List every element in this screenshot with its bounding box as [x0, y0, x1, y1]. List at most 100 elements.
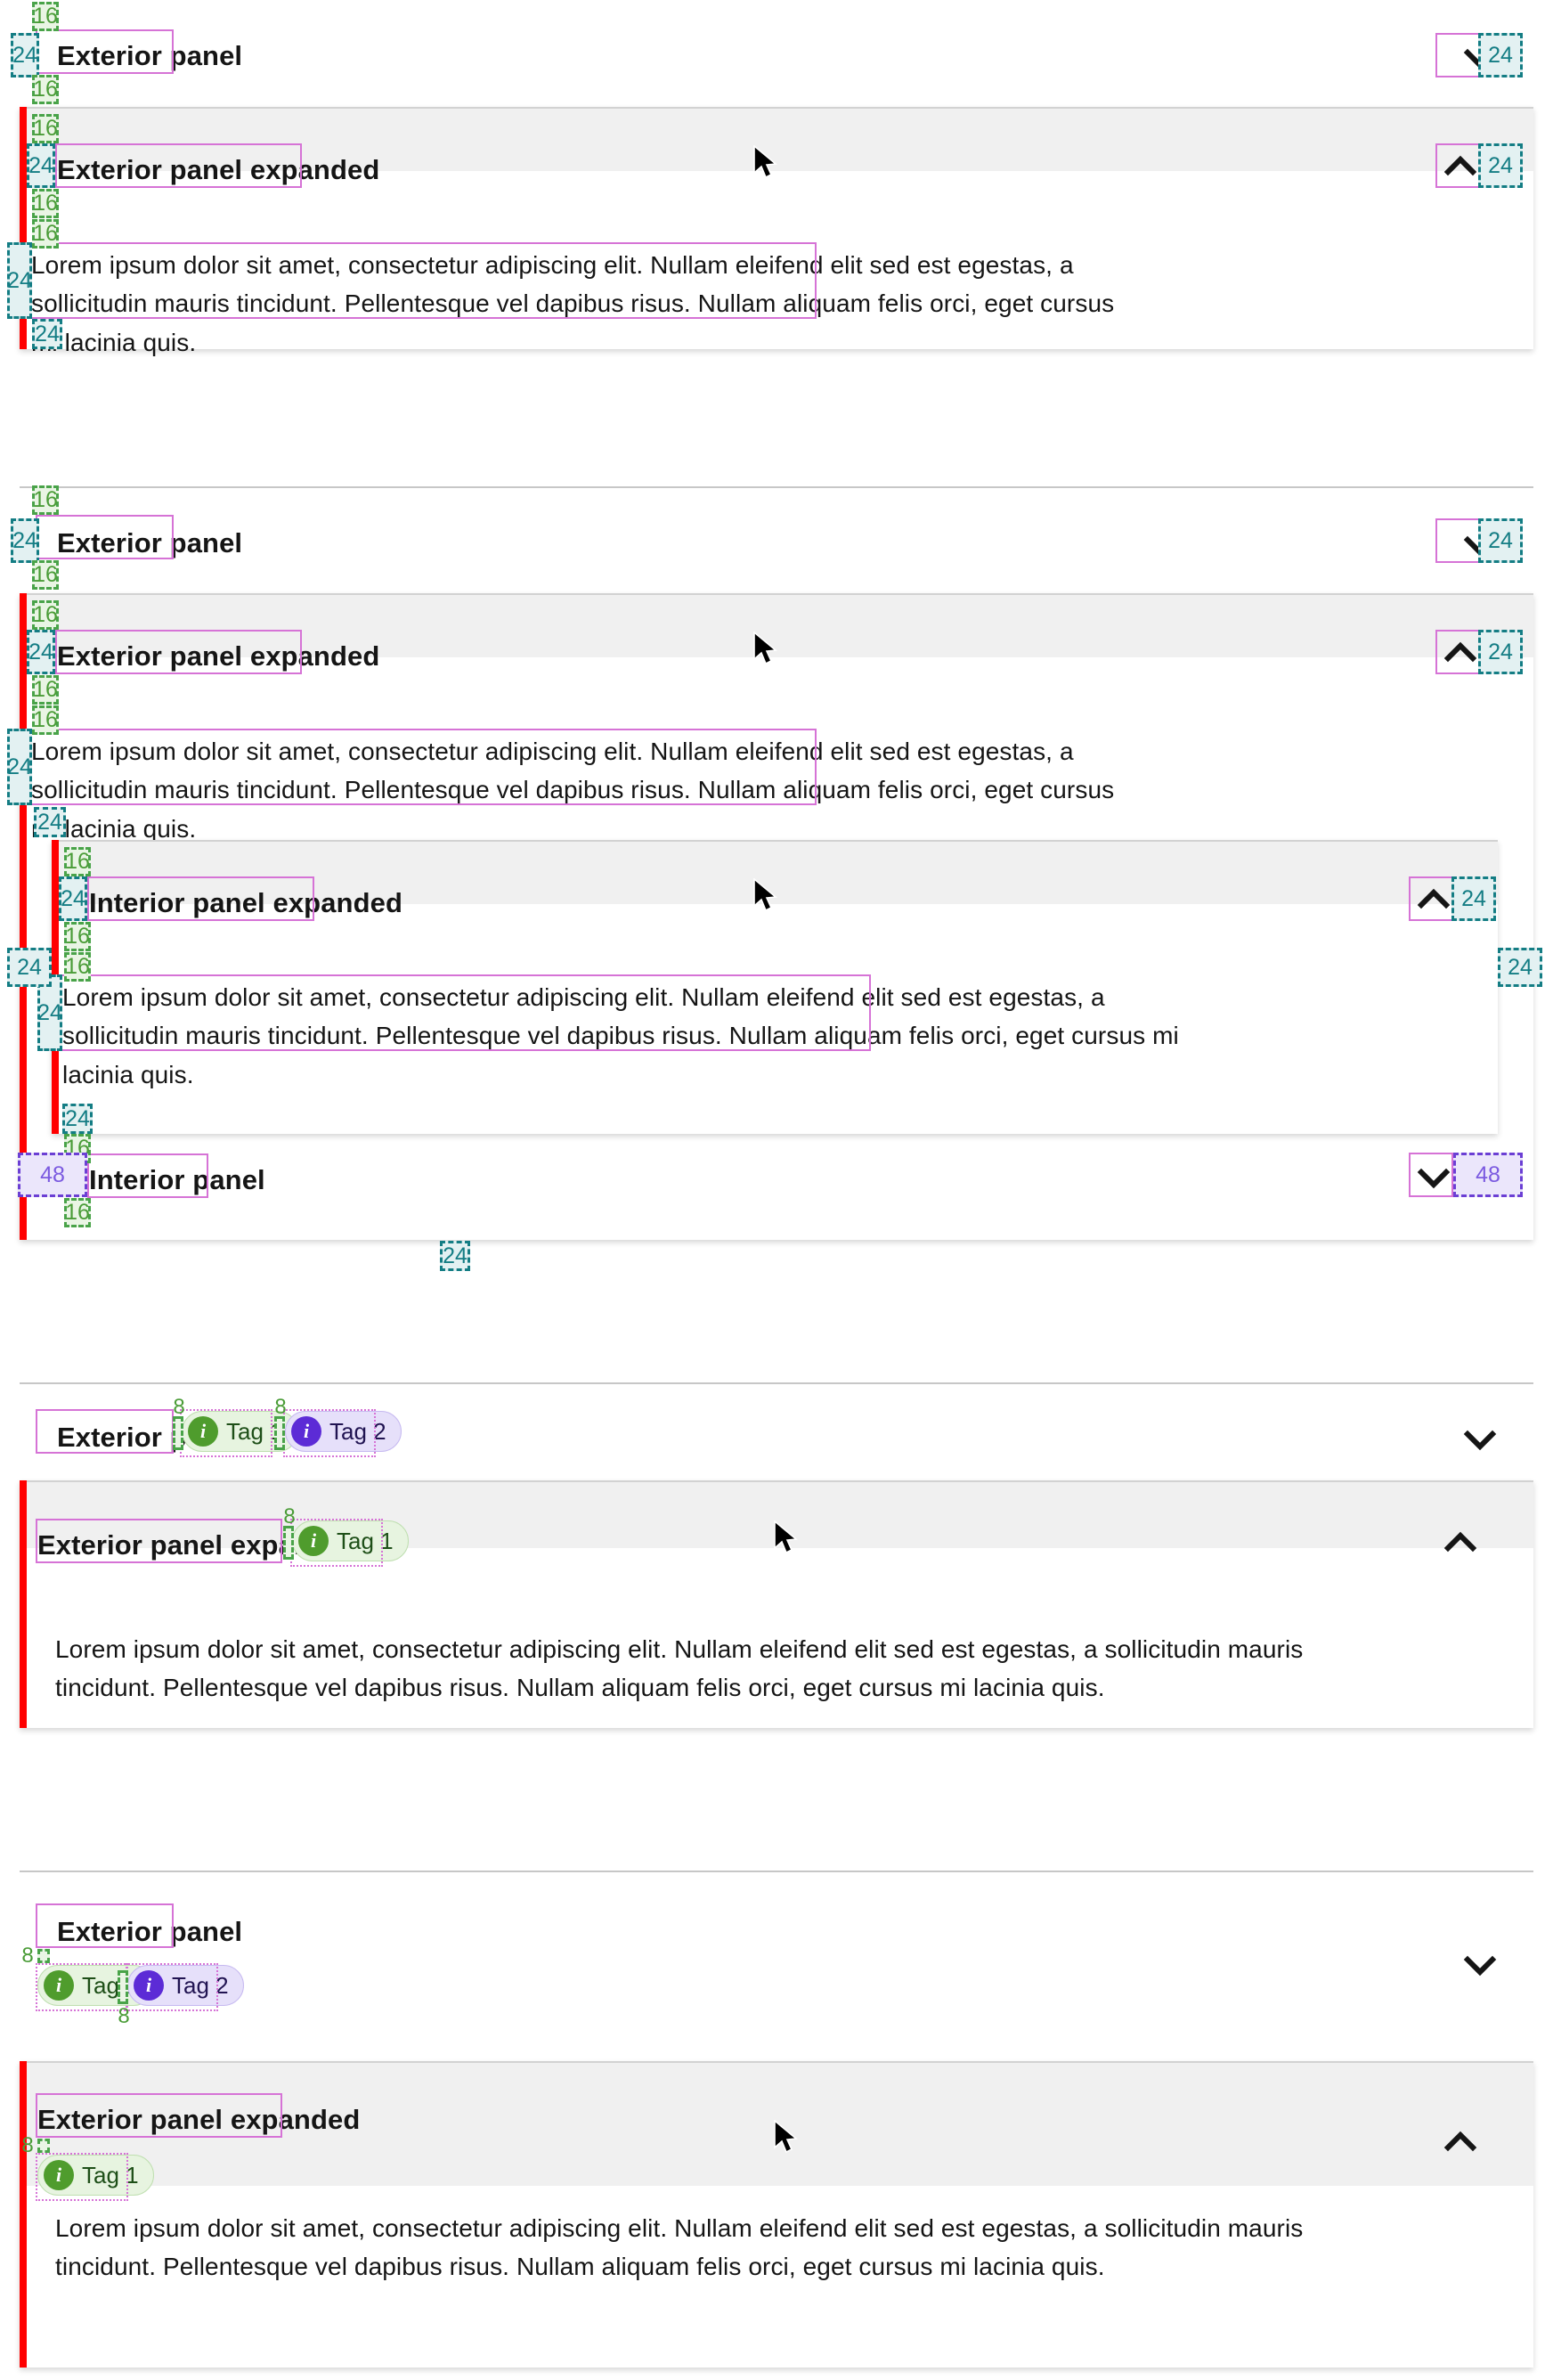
- spacing-bottom-16: 16: [32, 560, 59, 590]
- interior-panel-body: [52, 904, 1498, 1134]
- section-divider: [20, 486, 1533, 489]
- interior-panel-expanded: [52, 840, 1498, 1134]
- spacing-left-24: 24: [11, 33, 39, 77]
- spacing-tag-gap-8: [274, 1416, 285, 1450]
- spacing-value: 24: [12, 42, 37, 68]
- chevron-down-icon[interactable]: [1459, 1944, 1501, 1986]
- spacing-value: 16: [33, 602, 58, 627]
- spacing-interior-right-24: 24: [1451, 876, 1496, 921]
- panel-expanded: [20, 1480, 1533, 1728]
- spacing-value: 16: [33, 221, 58, 246]
- chevron-up-icon[interactable]: [1412, 877, 1455, 920]
- spacing-interior-body-bottom-24: 24: [62, 1104, 93, 1134]
- spacing-value: 24: [61, 885, 85, 911]
- spacing-value: 24: [35, 321, 60, 346]
- spacing-value: 24: [37, 809, 62, 835]
- panel-accent-bar: [20, 2061, 27, 2368]
- spacing-value: 24: [7, 267, 32, 293]
- chevron-down-icon[interactable]: [1459, 1418, 1501, 1461]
- spacing-value: 48: [1476, 1161, 1500, 1187]
- panel-expanded-title: Exterior panel expanded: [57, 154, 380, 185]
- spacing-left-24: 24: [27, 143, 55, 188]
- chevron-up-icon[interactable]: [1439, 1520, 1482, 1563]
- spacing-interior-body-top-16: 16: [64, 952, 91, 982]
- info-circle-icon: i: [298, 1526, 329, 1556]
- tag-chip[interactable]: i Tag 2: [127, 1965, 244, 2006]
- spacing-value: 16: [33, 677, 58, 702]
- panel-body-text: Lorem ipsum dolor sit amet, consectetur …: [55, 1635, 1304, 1702]
- spacing-panel-bottom-24: 24: [440, 1241, 470, 1271]
- spacing-nested-gap-24: 24: [34, 807, 66, 837]
- section-divider: [20, 1871, 1533, 1873]
- spacing-value: 16: [33, 562, 58, 587]
- spacing-top-16: 16: [32, 2, 59, 31]
- spacing-collapsed-bottom-16: 16: [64, 1198, 91, 1227]
- panel-body: [20, 2186, 1533, 2368]
- info-circle-icon: i: [188, 1416, 218, 1447]
- panel-title: Exterior panel: [57, 1916, 243, 1947]
- spacing-body-bottom-24: 24: [32, 319, 62, 349]
- interior-panel-body-text: Lorem ipsum dolor sit amet, consectetur …: [62, 983, 1179, 1088]
- tag-label: Tag 1: [82, 2161, 139, 2188]
- tag-label: Tag 2: [329, 1417, 386, 1445]
- tag-chip[interactable]: i Tag 1: [37, 2155, 154, 2196]
- spacing-value: 16: [65, 1200, 90, 1225]
- mouse-pointer-icon: [773, 2119, 800, 2154]
- spacing-right-24: 24: [1478, 143, 1523, 188]
- spacing-right-24: 24: [1478, 630, 1523, 674]
- tag-chip[interactable]: i Tag 2: [285, 1411, 402, 1452]
- chevron-down-icon[interactable]: [1412, 1156, 1455, 1199]
- info-circle-icon: i: [291, 1416, 321, 1447]
- spacing-value: 24: [28, 152, 53, 178]
- spacing-value: 24: [65, 1105, 90, 1131]
- tag-label: Tag 1: [337, 1527, 394, 1554]
- spacing-top-16: 16: [32, 485, 59, 515]
- section-2-nested: Exterior panel 24 24 16 16 Exterior pane…: [0, 485, 1553, 1271]
- tag-chip[interactable]: i Tag 1: [292, 1520, 409, 1561]
- panel-accent-bar: [20, 593, 27, 1240]
- mouse-pointer-icon: [752, 631, 779, 665]
- spacing-value: 24: [1488, 639, 1513, 664]
- panel-header-expanded[interactable]: [20, 593, 1533, 657]
- spacing-right-24: 24: [1478, 518, 1523, 563]
- panel-body-text: Lorem ipsum dolor sit amet, consectetur …: [55, 2214, 1304, 2281]
- info-circle-icon: i: [134, 1970, 164, 2001]
- panel-collapsed[interactable]: Exterior panel: [20, 0, 1533, 114]
- panel-expanded: [20, 107, 1533, 349]
- spacing-bottom-16: 16: [32, 75, 59, 104]
- spacing-left-24: 24: [27, 630, 55, 674]
- spacing-stack-gap-8: [37, 2139, 50, 2153]
- panel-expanded-title: Exterior panel expanded: [37, 2104, 361, 2135]
- panel-collapsed[interactable]: Exterior panel: [20, 1872, 1533, 2047]
- chevron-up-icon[interactable]: [1439, 631, 1482, 673]
- panel-expanded-title: Exterior panel expanded: [57, 640, 380, 672]
- info-circle-icon: i: [44, 2160, 74, 2190]
- chevron-up-icon[interactable]: [1439, 2120, 1482, 2163]
- panel-body-text: Lorem ipsum dolor sit amet, consectetur …: [31, 738, 1115, 843]
- spacing-value: 16: [33, 707, 58, 732]
- spacing-value: 24: [12, 527, 37, 553]
- mouse-pointer-icon: [752, 877, 779, 912]
- spacing-right-24: 24: [1478, 33, 1523, 77]
- spacing-value: 24: [1508, 954, 1533, 980]
- chevron-up-icon[interactable]: [1439, 144, 1482, 187]
- panel-accent-bar: [20, 1480, 27, 1728]
- spacing-value: 24: [7, 754, 32, 779]
- interior-panel-header[interactable]: [52, 840, 1498, 904]
- panel-body: [20, 1548, 1533, 1728]
- panel-header-expanded[interactable]: [20, 107, 1533, 171]
- spacing-tag-gap-8: [173, 1416, 183, 1450]
- panel-title: Exterior panel: [57, 527, 243, 558]
- panel-collapsed[interactable]: Exterior panel: [20, 488, 1533, 600]
- spacing-value: 16: [65, 849, 90, 874]
- spacing-tag-gap-8: [118, 1970, 128, 2004]
- spacing-left-24: 24: [11, 518, 39, 563]
- panel-body: [20, 171, 1533, 349]
- spacing-value: 24: [28, 639, 53, 664]
- info-circle-icon: i: [44, 1970, 74, 2001]
- spacing-value: 24: [443, 1243, 468, 1268]
- spacing-value: 24: [37, 999, 62, 1025]
- spacing-value: 16: [33, 116, 58, 141]
- spacing-tag-gap-8: [283, 1526, 294, 1560]
- spacing-value: 24: [17, 954, 42, 980]
